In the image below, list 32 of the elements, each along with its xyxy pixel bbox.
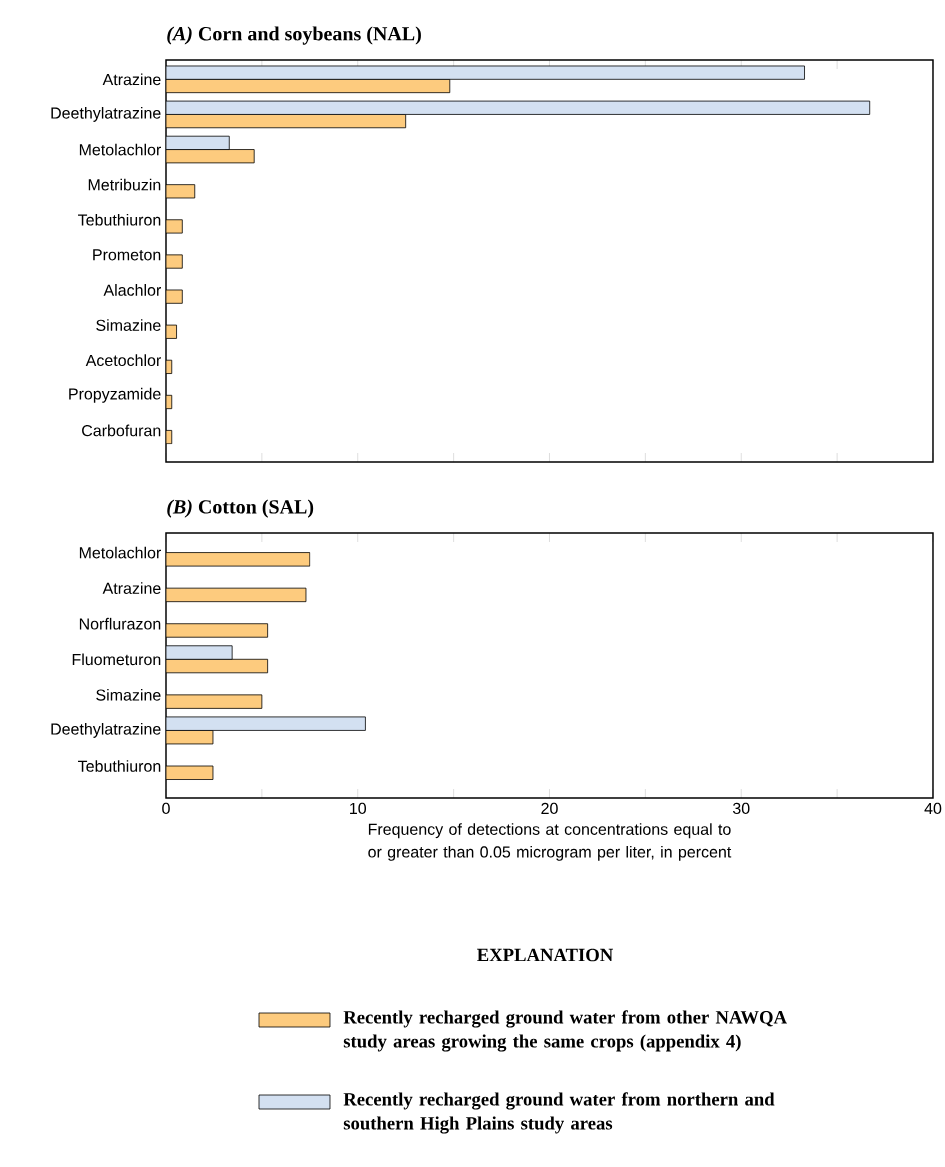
legend-title: EXPLANATION	[477, 948, 614, 962]
bar	[166, 65, 805, 80]
x-tick-label: 10	[350, 802, 367, 815]
x-tick-label: 40	[924, 802, 942, 815]
legend-label: Recently recharged ground water from other NAWQA study areas growing the same crops (appendix 4)	[343, 1010, 787, 1052]
y-tick-label: Carbofuran	[82, 424, 161, 437]
y-tick-label: Fluometuron	[72, 653, 161, 666]
x-tick-label: 20	[541, 802, 558, 815]
y-tick-label: Metolachlor	[79, 546, 162, 559]
chart-title: (B) Cotton (SAL)	[167, 499, 314, 518]
y-tick-label: Deethylatrazine	[51, 722, 161, 738]
x-axis-title: Frequency of detections at concentrations equal to or greater than 0.05 microgram per liter, in percent	[368, 823, 732, 861]
y-tick-label: Metribuzin	[88, 178, 161, 191]
y-tick-label: Norflurazon	[79, 617, 161, 630]
chart-title: (A) Corn and soybeans (NAL)	[167, 26, 421, 45]
y-tick-label: Propyzamide	[69, 387, 161, 403]
y-tick-label: Deethylatrazine	[51, 106, 161, 122]
bar	[166, 100, 871, 115]
y-tick-label: Atrazine	[102, 73, 161, 86]
x-tick-label: 30	[732, 802, 750, 815]
y-tick-label: Alachlor	[103, 284, 162, 296]
y-tick-label: Simazine	[96, 319, 161, 331]
y-tick-label: Metolachlor	[79, 143, 162, 156]
y-tick-label: Simazine	[96, 689, 161, 701]
y-tick-label: Acetochlor	[85, 354, 162, 367]
y-tick-label: Tebuthiuron	[78, 213, 161, 226]
x-tick-label: 0	[162, 802, 170, 815]
bar	[166, 645, 233, 660]
legend-label: Recently recharged ground water from northern and southern High Plains study areas	[343, 1092, 775, 1134]
y-tick-label: Prometon	[93, 249, 161, 261]
y-tick-label: Atrazine	[102, 582, 161, 595]
y-tick-label: Tebuthiuron	[78, 760, 161, 772]
